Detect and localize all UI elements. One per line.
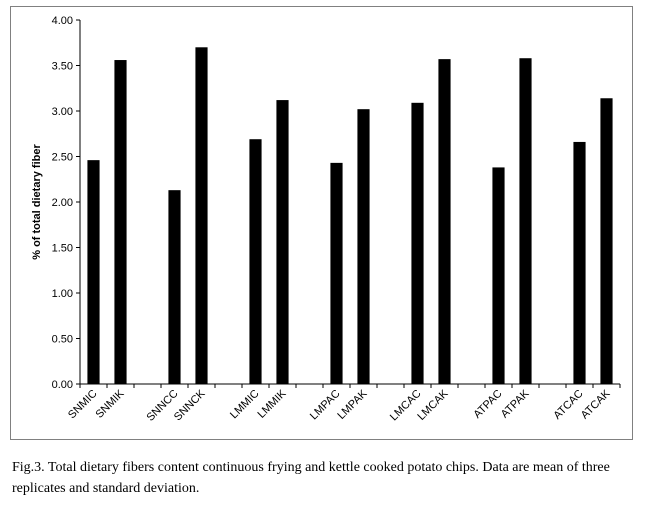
x-category-label: SNNCK (172, 387, 208, 423)
bar-lmmic (249, 139, 262, 384)
y-tick-label: 3.00 (52, 106, 73, 118)
y-tick-label: 1.00 (52, 288, 73, 300)
y-tick-label: 2.00 (52, 197, 73, 209)
bar-lmpak (357, 109, 370, 385)
bar-lmpac (330, 162, 343, 384)
bar-lmcak (438, 59, 451, 384)
bar-snnck (195, 47, 208, 385)
bar-lmmik (276, 100, 289, 384)
y-tick-label: 0.50 (52, 334, 73, 346)
x-category-label: SNMIK (93, 387, 127, 421)
x-category-label: ATCAC (551, 388, 585, 422)
y-tick-label: 0.00 (52, 379, 73, 391)
x-category-label: LMCAK (415, 387, 451, 423)
bar-atpac (492, 167, 505, 384)
bar-lmcac (411, 102, 424, 384)
bar-atcak (600, 98, 613, 384)
bar-snmik (114, 60, 127, 384)
x-category-label: ATPAC (471, 388, 504, 421)
x-category-label: LMPAC (308, 388, 343, 423)
bar-chart: % of total dietary fiber 0.00 0.50 1.00 1.5… (31, 15, 621, 424)
bar-snmic (87, 160, 100, 384)
figure-caption: Fig.3. Total dietary fibers content cont… (12, 460, 610, 496)
y-tick-label: 3.50 (52, 61, 73, 73)
y-axis-title: % of total dietary fiber (31, 144, 43, 260)
bar-atcac (573, 141, 586, 384)
y-tick-label: 2.50 (52, 152, 73, 164)
x-category-label: LMMIK (255, 387, 289, 421)
y-tick-label: 4.00 (52, 15, 73, 27)
bar-snncc (168, 190, 181, 384)
x-category-label: LMMIC (228, 388, 262, 422)
bar-atpak (519, 58, 532, 384)
y-tick-label: 1.50 (52, 243, 73, 255)
x-category-label: LMPAK (335, 387, 370, 422)
x-category-label: SNMIC (66, 388, 100, 422)
x-category-label: ATPAK (499, 387, 532, 420)
x-category-label: ATCAK (579, 387, 613, 421)
